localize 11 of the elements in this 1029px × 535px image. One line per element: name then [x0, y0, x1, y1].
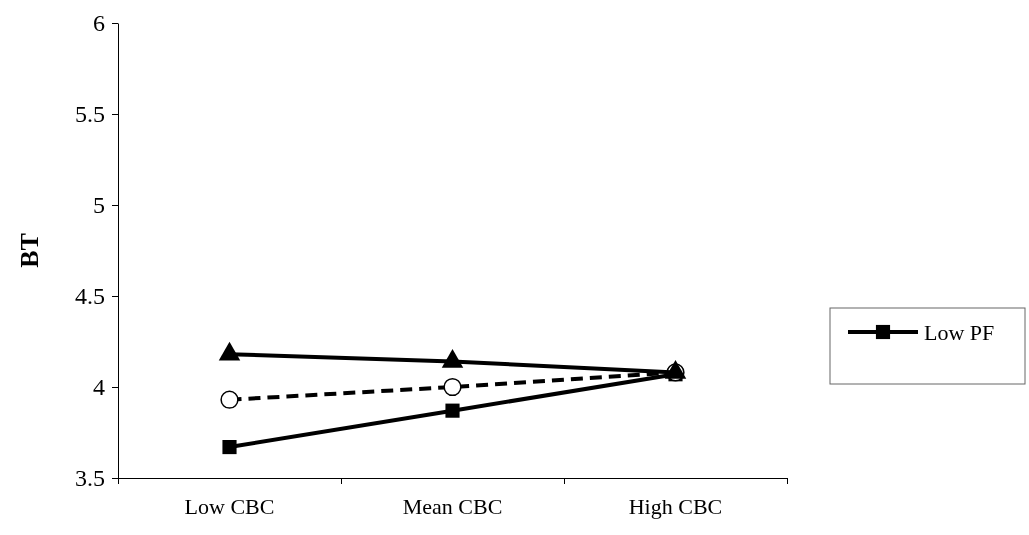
y-tick-label: 6: [93, 10, 105, 37]
y-tick-label: 3.5: [75, 465, 105, 492]
y-tick-label: 4: [93, 374, 105, 401]
y-tick-label: 4.5: [75, 283, 105, 310]
x-tick-label: Mean CBC: [402, 494, 503, 519]
x-tick-label: Low CBC: [184, 494, 275, 519]
y-tick-label: 5: [93, 192, 105, 219]
x-tick-label: High CBC: [628, 494, 723, 519]
y-tick-label: 5.5: [75, 101, 105, 128]
y-axis-title: BT: [15, 233, 44, 268]
legend-label: Low PF: [924, 320, 995, 345]
